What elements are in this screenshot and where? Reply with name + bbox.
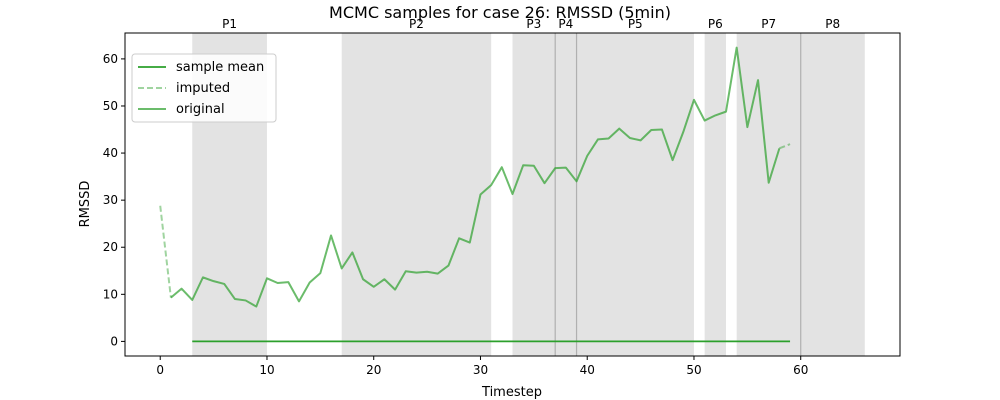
x-tick-label: 40 — [580, 363, 595, 377]
phase-labels: P1 P2 P3 P4 P5 P6 P7 P8 — [222, 17, 840, 31]
phase-region-p7 — [736, 33, 801, 356]
phase-label-p3: P3 — [526, 17, 541, 31]
series-original-line — [170, 46, 781, 308]
x-axis-label: Timestep — [481, 385, 542, 400]
phase-region-p5 — [576, 33, 694, 356]
phase-label-p7: P7 — [761, 17, 776, 31]
y-tick-label: 50 — [103, 99, 118, 113]
y-axis: 0 10 20 30 40 50 60 — [103, 52, 125, 348]
y-tick-label: 10 — [103, 287, 118, 301]
series-layer — [159, 46, 791, 343]
series-imputed-segment-1 — [159, 205, 172, 298]
x-axis: 0 10 20 30 40 50 60 — [156, 356, 808, 377]
y-tick-label: 40 — [103, 146, 118, 160]
legend-label-imputed: imputed — [176, 81, 230, 96]
phase-label-p8: P8 — [825, 17, 840, 31]
legend-label-sample-mean: sample mean — [176, 60, 264, 75]
x-tick-label: 60 — [793, 363, 808, 377]
y-tick-label: 60 — [103, 52, 118, 66]
legend-box — [131, 53, 277, 123]
phase-shading-layer — [192, 33, 865, 356]
phase-region-p3 — [512, 33, 556, 356]
legend-label-original: original — [176, 102, 225, 117]
chart-title: MCMC samples for case 26: RMSSD (5min) — [329, 3, 671, 22]
x-tick-label: 0 — [156, 363, 164, 377]
x-tick-label: 10 — [259, 363, 274, 377]
phase-label-p5: P5 — [628, 17, 643, 31]
phase-region-p2 — [341, 33, 492, 356]
plot-area-frame — [124, 32, 901, 357]
phase-label-p2: P2 — [409, 17, 424, 31]
y-tick-label: 0 — [110, 334, 118, 348]
y-tick-label: 20 — [103, 240, 118, 254]
legend: sample mean imputed original — [131, 53, 277, 123]
phase-region-p4 — [555, 33, 577, 356]
series-imputed-segment-2 — [779, 143, 791, 150]
x-tick-label: 20 — [366, 363, 381, 377]
x-tick-label: 50 — [686, 363, 701, 377]
y-axis-label: RMSSD — [78, 181, 93, 228]
phase-label-p4: P4 — [558, 17, 573, 31]
phase-region-p6 — [704, 33, 726, 356]
x-tick-label: 30 — [473, 363, 488, 377]
phase-label-p6: P6 — [708, 17, 723, 31]
phase-label-p1: P1 — [222, 17, 237, 31]
phase-region-p8 — [800, 33, 865, 356]
y-tick-label: 30 — [103, 193, 118, 207]
